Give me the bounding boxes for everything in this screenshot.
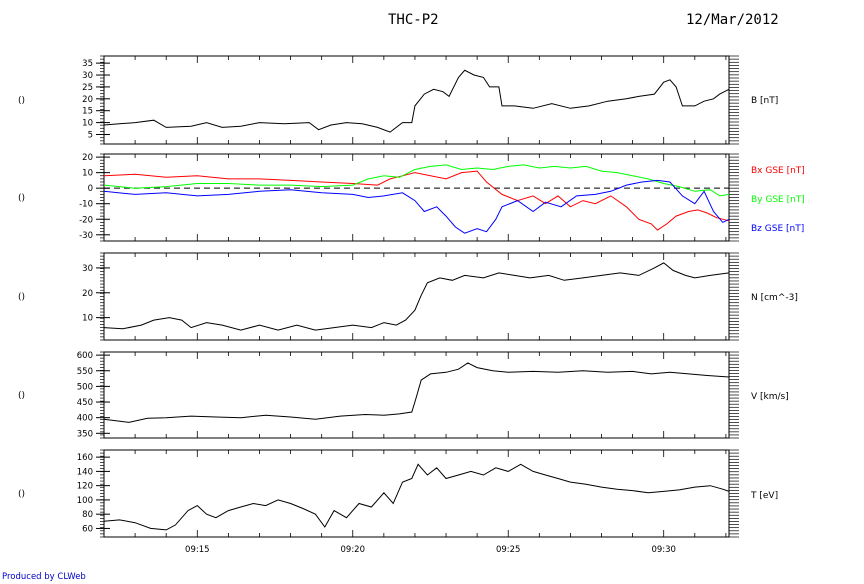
ytick-label: 120 [77, 482, 93, 492]
series-label-v-0: V [km/s] [751, 392, 789, 402]
xtick-label: 09:20 [341, 545, 366, 555]
ytick-label: 550 [77, 367, 93, 377]
panel-ylabel-b: () [18, 96, 25, 106]
series-line-gse-0 [103, 170, 730, 231]
ytick-label: -30 [79, 231, 93, 241]
ytick-label: 80 [82, 510, 93, 520]
ytick-label: 15 [82, 107, 93, 117]
ytick-label: 350 [77, 429, 93, 439]
ytick-label: 10 [82, 119, 93, 129]
ytick-label: 10 [82, 314, 93, 324]
ytick-label: 600 [77, 351, 93, 361]
series-label-b-0: B [nT] [751, 96, 778, 106]
ytick-label: 10 [82, 169, 93, 179]
ytick-label: 20 [82, 289, 93, 299]
series-line-t-0 [103, 463, 730, 531]
panel-ylabel-v: () [18, 391, 25, 401]
ytick-label: 450 [77, 398, 93, 408]
ytick-label: 400 [77, 414, 93, 424]
ytick-label: 35 [82, 59, 93, 69]
ytick-label: 160 [77, 453, 93, 463]
ytick-label: 20 [82, 153, 93, 163]
panel-frame-t [103, 449, 730, 538]
series-line-gse-1 [103, 164, 730, 197]
series-label-t-0: T [eV] [750, 491, 778, 501]
ytick-label: 100 [77, 496, 93, 506]
mission-title: THC-P2 [388, 12, 439, 28]
panel-frame-gse [103, 153, 730, 242]
xtick-label: 09:15 [185, 545, 210, 555]
ytick-label: 5 [88, 130, 93, 140]
panel-frame-n [103, 252, 730, 341]
panel-frame-b [103, 55, 730, 145]
ytick-label: 20 [82, 95, 93, 105]
ytick-label: -10 [79, 200, 93, 210]
ytick-label: 25 [82, 83, 93, 93]
ytick-label: 0 [88, 184, 93, 194]
ytick-label: 60 [82, 524, 93, 534]
ytick-label: 140 [77, 467, 93, 477]
date-label: 12/Mar/2012 [686, 12, 779, 28]
series-line-n-0 [103, 262, 730, 331]
panel-ylabel-t: () [18, 490, 25, 500]
ytick-label: 500 [77, 382, 93, 392]
panel-ylabel-n: () [18, 293, 25, 303]
xtick-label: 09:25 [496, 545, 521, 555]
series-label-n-0: N [cm^-3] [751, 293, 798, 303]
series-label-gse-2: Bz GSE [nT] [751, 224, 804, 234]
series-line-v-0 [103, 362, 730, 423]
panel-ylabel-gse: () [18, 194, 25, 204]
ytick-label: -20 [79, 215, 93, 225]
ytick-label: 30 [82, 264, 93, 274]
series-label-gse-0: Bx GSE [nT] [751, 166, 805, 176]
series-line-gse-2 [103, 179, 730, 234]
xtick-label: 09:30 [651, 545, 676, 555]
series-line-b-0 [103, 69, 730, 133]
series-label-gse-1: By GSE [nT] [751, 195, 805, 205]
ytick-label: 30 [82, 71, 93, 81]
credit-label: Produced by CLWeb [2, 572, 86, 582]
